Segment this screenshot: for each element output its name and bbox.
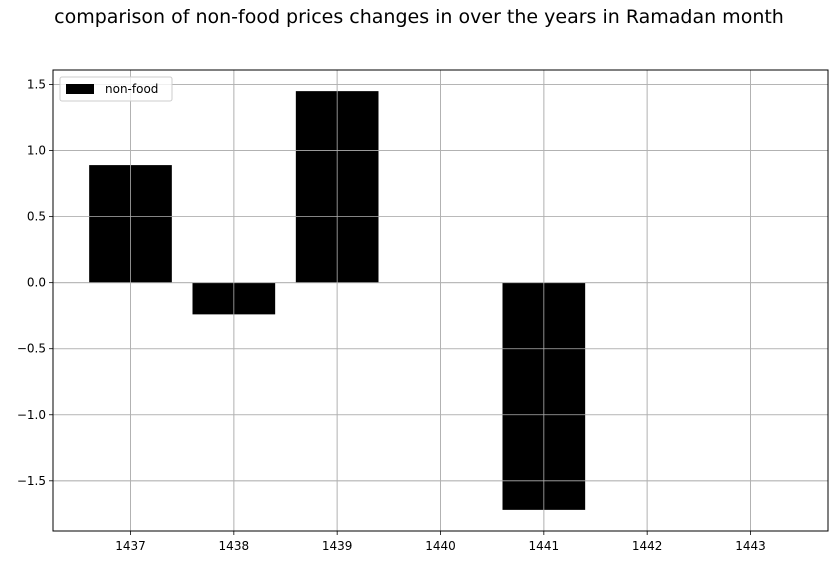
- y-tick-label: −0.5: [17, 342, 46, 356]
- x-tick-label: 1439: [322, 539, 353, 553]
- x-tick-label: 1438: [219, 539, 250, 553]
- grid-lines-foreground: [53, 70, 828, 531]
- x-axis-ticks: 1437 1438 1439 1440 1441 1442 1443: [115, 531, 766, 553]
- legend-label: non-food: [105, 82, 158, 96]
- chart-title: comparison of non-food prices changes in…: [54, 6, 784, 28]
- y-tick-label: −1.5: [17, 474, 46, 488]
- legend-box: [59, 76, 173, 102]
- x-tick-label: 1442: [632, 539, 663, 553]
- legend: non-food: [59, 76, 173, 102]
- y-tick-label: 1.5: [27, 78, 46, 92]
- y-tick-label: 0.0: [27, 276, 46, 290]
- x-tick-label: 1443: [735, 539, 766, 553]
- y-tick-label: 1.0: [27, 144, 46, 158]
- legend-swatch: [66, 84, 94, 94]
- x-tick-label: 1440: [425, 539, 456, 553]
- y-tick-label: −1.0: [17, 408, 46, 422]
- y-axis-ticks: −1.5 −1.0 −0.5 0.0 0.5 1.0 1.5: [17, 78, 53, 488]
- x-tick-label: 1441: [529, 539, 560, 553]
- x-tick-label: 1437: [115, 539, 146, 553]
- y-tick-label: 0.5: [27, 210, 46, 224]
